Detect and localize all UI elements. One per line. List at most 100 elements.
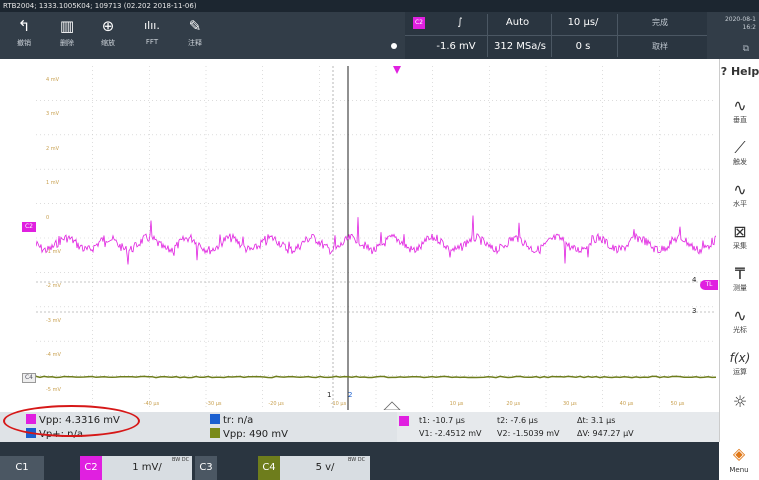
- trigger-panel[interactable]: C2 ∫ Auto 10 µs/ 完成 -1.6 mV 312 MSa/s 0 …: [405, 12, 707, 59]
- sidebar-item-label: 水平: [733, 200, 747, 208]
- y-axis-label: 4 mV: [46, 77, 60, 83]
- channel-4-button[interactable]: C4: [258, 456, 280, 480]
- x-axis-label: 20 µs: [506, 401, 521, 407]
- cursor-marker-2[interactable]: 2: [348, 391, 353, 399]
- sidebar-item-math[interactable]: f(x) 运算: [720, 349, 759, 377]
- ch2-offset-tag[interactable]: C2: [22, 222, 36, 232]
- sidebar-item-vertical[interactable]: ∿ 垂直: [720, 97, 759, 125]
- right-marker-3: 3: [692, 307, 697, 315]
- vertical-icon: ∿: [733, 96, 747, 115]
- horizontal-icon: ∿: [733, 180, 747, 199]
- trigger-mode[interactable]: Auto: [505, 17, 530, 28]
- run-indicator[interactable]: [391, 43, 397, 49]
- cursor-readout[interactable]: t1: -10.7 µs t2: -7.6 µs Δt: 3.1 µs V1: …: [397, 412, 719, 442]
- timebase[interactable]: 10 µs/: [567, 17, 599, 28]
- undo-label: 撤销: [17, 39, 31, 47]
- cursor-icon: ∿: [733, 306, 747, 325]
- channel-4-coupling: BW DC: [348, 457, 366, 463]
- channel-2-scale[interactable]: 1 mV/ BW DC: [102, 456, 192, 480]
- x-axis-label: -40 µs: [143, 401, 160, 407]
- sample-rate: 312 MSa/s: [494, 41, 546, 52]
- channel-4-scale[interactable]: 5 v/ BW DC: [280, 456, 370, 480]
- cursor-dt: Δt: 3.1 µs: [577, 416, 616, 425]
- ch4-trace: [36, 375, 716, 379]
- y-axis-label: 2 mV: [46, 145, 60, 152]
- zoom-label: 缩放: [101, 39, 115, 47]
- sidebar: ? Help ∿ 垂直 ⟋ 触发 ∿ 水平 ⊠ 采集 ₸ 测量 ∿ 光标 f(x…: [719, 59, 759, 480]
- trigger-top-marker: [393, 66, 401, 74]
- fft-icon: ılıı.: [144, 19, 160, 32]
- delete-label: 删除: [60, 39, 74, 47]
- fft-label: FFT: [145, 38, 159, 46]
- menu-label: Menu: [729, 466, 749, 474]
- trigger-level[interactable]: -1.6 mV: [436, 41, 476, 52]
- sidebar-item-label: 触发: [733, 158, 747, 166]
- y-axis-label: -1 mV: [46, 249, 61, 255]
- channel-4-scale-text: 5 v/: [315, 462, 335, 473]
- date-text: 2020-08-1: [724, 16, 756, 23]
- help-button[interactable]: ? Help: [720, 65, 759, 78]
- measurement-4[interactable]: Vpp: 490 mV: [210, 428, 288, 442]
- x-axis-label: 40 µs: [619, 401, 634, 407]
- measurement-4-value: Vpp: 490 mV: [223, 429, 288, 440]
- channel-2-button[interactable]: C2: [80, 456, 102, 480]
- y-axis-label: -2 mV: [46, 283, 61, 290]
- trash-icon: ▥: [59, 17, 75, 35]
- cursor-source-icon: [399, 416, 409, 426]
- acquire-icon: ⊠: [733, 222, 747, 241]
- network-icon: ⧉: [742, 44, 749, 54]
- ch2-trace: [36, 215, 716, 265]
- zoom-button[interactable]: ⊕ 缩放: [88, 12, 128, 59]
- delete-button[interactable]: ▥ 删除: [47, 12, 87, 59]
- menu-icon: ◈: [732, 444, 746, 463]
- apps-icon: ☼: [732, 392, 748, 411]
- time-text: 16:2: [742, 24, 756, 31]
- trigger-icon: ⟋: [734, 138, 746, 157]
- channel-3-button[interactable]: C3: [195, 456, 217, 480]
- annotate-button[interactable]: ✎ 注释: [175, 12, 215, 59]
- cursor-v1: V1: -2.4512 mV: [419, 429, 482, 438]
- trigger-position-marker: [383, 401, 401, 410]
- datetime: 2020-08-1 16:2 ⧉: [707, 12, 759, 59]
- channel-1-button[interactable]: C1: [0, 456, 44, 480]
- x-axis-label: -10 µs: [330, 401, 347, 407]
- y-axis-label: -5 mV: [46, 386, 61, 393]
- y-axis-label: 0: [46, 214, 50, 221]
- acquisition-mode[interactable]: 取样: [652, 42, 668, 51]
- x-axis-label: -20 µs: [268, 401, 284, 407]
- x-axis-label: 30 µs: [563, 401, 577, 407]
- sidebar-item-acquire[interactable]: ⊠ 采集: [720, 223, 759, 251]
- sidebar-item-label: 运算: [733, 368, 747, 376]
- undo-button[interactable]: ↰ 撤销: [4, 12, 44, 59]
- sidebar-item-label: 垂直: [733, 116, 747, 124]
- ch4-offset-tag[interactable]: C4: [22, 373, 36, 383]
- measurement-3-value: tr: n/a: [223, 415, 254, 426]
- horizontal-position[interactable]: 0 s: [575, 41, 591, 52]
- sidebar-item-cursor[interactable]: ∿ 光标: [720, 307, 759, 335]
- fft-button[interactable]: ılıı. FFT: [132, 12, 172, 59]
- highlight-ellipse: [3, 405, 140, 437]
- cursor-marker-1[interactable]: 1: [327, 391, 332, 399]
- sidebar-item-trigger[interactable]: ⟋ 触发: [720, 139, 759, 167]
- sidebar-item-apps[interactable]: ☼: [720, 393, 759, 411]
- x-axis-label: 10 µs: [449, 401, 464, 407]
- trigger-source-badge[interactable]: C2: [413, 17, 425, 29]
- sidebar-item-label: 采集: [733, 242, 747, 250]
- sidebar-item-measure[interactable]: ₸ 测量: [720, 265, 759, 293]
- trigger-slope-icon[interactable]: ∫: [457, 17, 463, 28]
- waveform-canvas: [36, 66, 716, 410]
- pencil-icon: ✎: [188, 17, 202, 35]
- zoom-icon: ⊕: [101, 17, 115, 35]
- cursor-t2: t2: -7.6 µs: [497, 416, 538, 425]
- menu-button[interactable]: ◈ Menu: [719, 442, 759, 480]
- measurement-3[interactable]: tr: n/a: [210, 414, 253, 428]
- trigger-level-tag[interactable]: TL: [700, 280, 718, 290]
- cursor-v2: V2: -1.5039 mV: [497, 429, 560, 438]
- y-axis-label: 1 mV: [46, 180, 60, 187]
- waveform-display[interactable]: 4 mV 3 mV 2 mV 1 mV 0 -1 mV -2 mV -3 mV -4 mV -5 …: [36, 66, 716, 410]
- right-marker-4: 4: [692, 276, 697, 284]
- sidebar-item-horizontal[interactable]: ∿ 水平: [720, 181, 759, 209]
- y-axis-label: -3 mV: [46, 317, 61, 324]
- cursor-t1: t1: -10.7 µs: [419, 416, 465, 425]
- x-axis-label: 50 µs: [670, 401, 685, 407]
